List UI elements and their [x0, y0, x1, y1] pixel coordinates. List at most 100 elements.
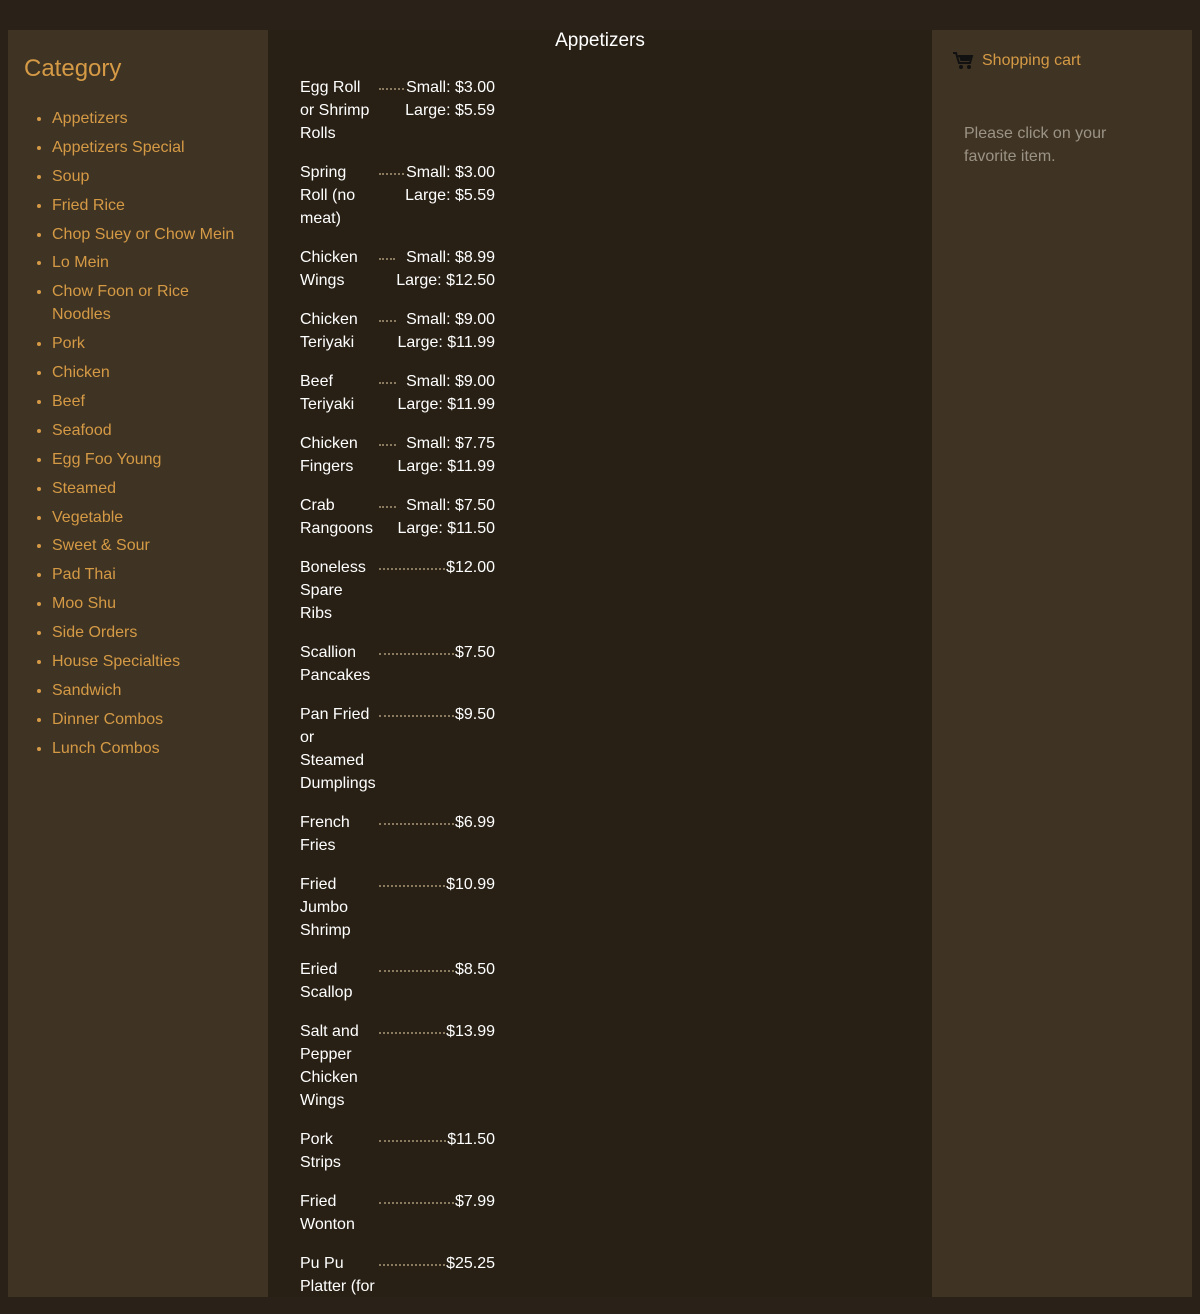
- menu-item[interactable]: Beef Teriyaki Small: $9.00 Large: $11.99: [300, 370, 495, 416]
- menu-item-name: Scallion Pancakes: [300, 644, 371, 684]
- category-item[interactable]: Beef: [52, 390, 252, 413]
- category-item[interactable]: Moo Shu: [52, 592, 252, 615]
- menu-item-price: $9.50: [455, 703, 495, 726]
- menu-item-name: French Fries: [300, 814, 350, 854]
- menu-item[interactable]: Chicken Wings Small: $8.99 Large: $12.50: [300, 246, 495, 292]
- cart-empty-message: Please click on your favorite item.: [964, 125, 1107, 165]
- category-link[interactable]: Steamed: [52, 479, 117, 497]
- category-item[interactable]: Sandwich: [52, 679, 252, 702]
- menu-item[interactable]: Scallion Pancakes $7.50: [300, 641, 495, 687]
- category-item[interactable]: Pad Thai: [52, 563, 252, 586]
- category-item[interactable]: Sweet & Sour: [52, 534, 252, 557]
- category-item[interactable]: Chicken: [52, 361, 252, 384]
- category-item[interactable]: Seafood: [52, 419, 252, 442]
- category-item[interactable]: Pork: [52, 332, 252, 355]
- category-link[interactable]: Seafood: [52, 421, 112, 439]
- category-item[interactable]: Chop Suey or Chow Mein: [52, 223, 252, 246]
- menu-item-name: Boneless Spare Ribs: [300, 559, 366, 622]
- menu-item[interactable]: Pork Strips $11.50: [300, 1128, 495, 1174]
- category-link[interactable]: Sweet & Sour: [52, 537, 150, 555]
- menu-item[interactable]: Chicken Teriyaki Small: $9.00 Large: $11.9…: [300, 308, 495, 354]
- category-item[interactable]: House Specialties: [52, 650, 252, 673]
- menu-item[interactable]: French Fries $6.99: [300, 811, 495, 857]
- category-item[interactable]: Fried Rice: [52, 194, 252, 217]
- dot-leader: [379, 76, 405, 90]
- category-item[interactable]: Appetizers: [52, 107, 252, 130]
- price-line: $6.99: [454, 814, 495, 831]
- category-link[interactable]: Appetizers Special: [52, 138, 185, 156]
- dot-leader: [379, 494, 397, 508]
- price-line: $7.50: [454, 644, 495, 661]
- category-link[interactable]: Beef: [52, 393, 85, 411]
- menu-item-name: Beef Teriyaki: [300, 373, 355, 413]
- shopping-cart-header[interactable]: Shopping cart: [952, 51, 1081, 71]
- category-link[interactable]: Fried Rice: [52, 196, 125, 214]
- category-link[interactable]: Pad Thai: [52, 566, 116, 584]
- category-link[interactable]: Appetizers: [52, 110, 128, 127]
- price-line: Small: $9.00: [406, 373, 495, 390]
- category-link[interactable]: Lo Mein: [52, 254, 109, 272]
- category-link[interactable]: Pork: [52, 335, 85, 353]
- category-item[interactable]: Side Orders: [52, 621, 252, 644]
- price-line: $7.99: [454, 1193, 495, 1210]
- menu-item[interactable]: Boneless Spare Ribs $12.00: [300, 556, 495, 625]
- category-item[interactable]: Lo Mein: [52, 251, 252, 274]
- menu-item-name: Chicken Teriyaki: [300, 311, 358, 351]
- menu-item-price: $25.25: [446, 1252, 495, 1275]
- menu-item-price: Small: $8.99 Large: $12.50: [396, 246, 495, 292]
- category-link[interactable]: Chow Foon or Rice Noodles: [52, 283, 189, 324]
- category-link[interactable]: House Specialties: [52, 653, 181, 671]
- category-link[interactable]: Vegetable: [52, 508, 124, 526]
- menu-item[interactable]: Chicken Fingers Small: $7.75 Large: $11.99: [300, 432, 495, 478]
- dot-leader: [379, 873, 446, 887]
- category-link[interactable]: Soup: [52, 167, 90, 185]
- category-item[interactable]: Steamed: [52, 477, 252, 500]
- menu-item[interactable]: Pu Pu Platter (for $25.25: [300, 1252, 495, 1298]
- menu-item[interactable]: Spring Roll (no meat) Small: $3.00 Large: …: [300, 161, 495, 230]
- menu-item-name: Crab Rangoons: [300, 497, 373, 537]
- category-item[interactable]: Egg Foo Young: [52, 448, 252, 471]
- menu-item-name: Fried Jumbo Shrimp: [300, 876, 351, 939]
- category-link[interactable]: Sandwich: [52, 681, 122, 699]
- menu-item-price: Small: $9.00 Large: $11.99: [397, 370, 495, 416]
- menu-item[interactable]: Eried Scallop $8.50: [300, 958, 495, 1004]
- price-line: Small: $9.00: [406, 311, 495, 328]
- shopping-cart-panel: Shopping cart Please click on your favor…: [932, 30, 1192, 1297]
- menu-item[interactable]: Egg Roll or Shrimp Rolls Small: $3.00 Larg…: [300, 76, 495, 145]
- menu-section: Appetizers Egg Roll or Shrimp Rolls Small…: [268, 30, 932, 1297]
- price-line: Large: $11.50: [397, 520, 495, 537]
- menu-item[interactable]: Fried Jumbo Shrimp $10.99: [300, 873, 495, 942]
- category-link[interactable]: Dinner Combos: [52, 710, 164, 728]
- menu-item-price: $6.99: [455, 811, 495, 834]
- category-item[interactable]: Chow Foon or Rice Noodles: [52, 280, 252, 326]
- price-line: Large: $5.59: [405, 187, 495, 204]
- menu-item-price: $10.99: [446, 873, 495, 896]
- menu-item-name: Fried Wonton: [300, 1193, 355, 1233]
- category-link[interactable]: Side Orders: [52, 624, 138, 642]
- category-item[interactable]: Appetizers Special: [52, 136, 252, 159]
- category-link[interactable]: Egg Foo Young: [52, 450, 162, 468]
- category-item[interactable]: Soup: [52, 165, 252, 188]
- menu-item[interactable]: Salt and Pepper Chicken Wings $13.99: [300, 1020, 495, 1112]
- price-line: $12.00: [446, 559, 495, 576]
- category-link[interactable]: Chop Suey or Chow Mein: [52, 225, 235, 243]
- category-link[interactable]: Lunch Combos: [52, 739, 160, 757]
- category-item[interactable]: Lunch Combos: [52, 737, 252, 760]
- category-link[interactable]: Moo Shu: [52, 595, 117, 613]
- menu-item-price: $8.50: [455, 958, 495, 981]
- price-line: $10.99: [446, 876, 495, 893]
- category-sidebar: Category Appetizers Appetizers Special Sou…: [8, 30, 268, 1297]
- price-line: Large: $12.50: [396, 272, 495, 289]
- menu-item[interactable]: Pan Fried or Steamed Dumplings $9.50: [300, 703, 495, 795]
- price-line: Small: $7.50: [406, 497, 495, 514]
- menu-item[interactable]: Crab Rangoons Small: $7.50 Large: $11.50: [300, 494, 495, 540]
- menu-item-price: Small: $9.00 Large: $11.99: [397, 308, 495, 354]
- category-item[interactable]: Vegetable: [52, 506, 252, 529]
- top-bar: [0, 0, 1200, 30]
- menu-item[interactable]: Fried Wonton $7.99: [300, 1190, 495, 1236]
- dot-leader: [379, 308, 397, 322]
- menu-item-price: $7.50: [455, 641, 495, 664]
- category-link[interactable]: Chicken: [52, 364, 110, 382]
- category-item[interactable]: Dinner Combos: [52, 708, 252, 731]
- menu-item-name: Chicken Wings: [300, 249, 358, 289]
